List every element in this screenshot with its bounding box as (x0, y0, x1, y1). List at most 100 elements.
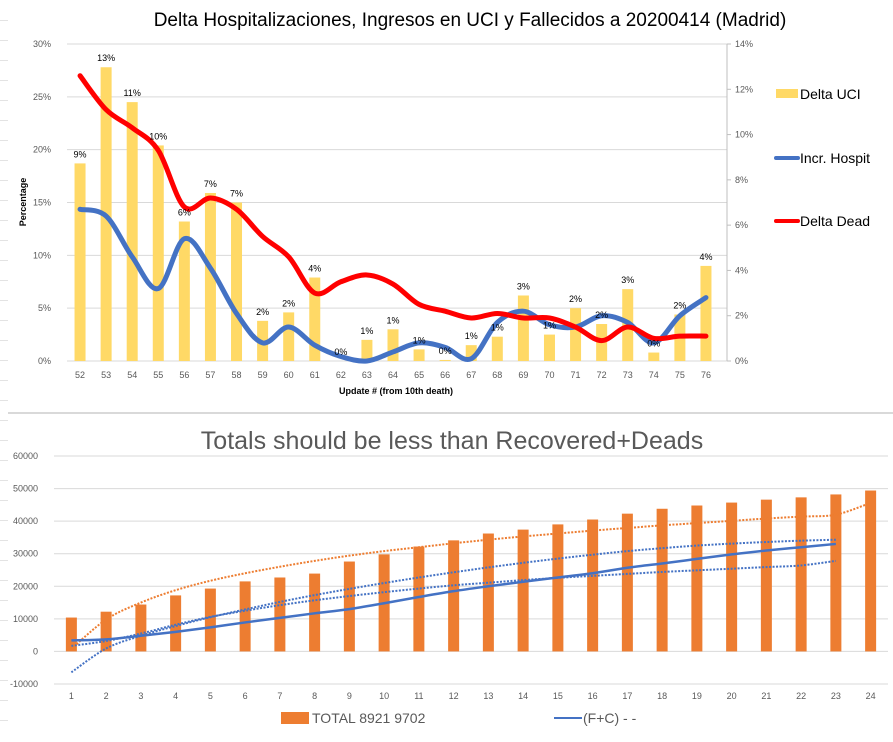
trendlines (70, 501, 871, 674)
x-tick-label: 19 (692, 691, 702, 701)
bar-delta-uci (700, 265, 712, 361)
y2-tick-label: 0% (735, 356, 748, 366)
bar-total (413, 546, 425, 652)
bottom-chart[interactable]: Totals should be less than Recovered+Dea… (8, 414, 893, 737)
legend-label: Delta UCI (800, 86, 861, 102)
x-tick-label: 73 (623, 370, 633, 380)
bar-total (482, 533, 494, 652)
bar-total (239, 581, 251, 652)
bar-delta-uci (361, 339, 373, 361)
data-label: 7% (204, 179, 217, 189)
bar-total (760, 499, 772, 652)
legend-item-delta-dead[interactable]: Delta Dead (774, 213, 870, 229)
row-divider (0, 320, 8, 321)
y-tick-label: -10000 (10, 679, 38, 689)
chart-title: Delta Hospitalizaciones, Ingresos en UCI… (154, 10, 787, 31)
data-labels: 9% 13% 11% 10% 6% 7% 7% 2% 2% 4% 0% 1% 1% 1% 0% 1% 1% 3% 1… (74, 53, 713, 357)
y-tick-label: 20000 (13, 581, 38, 591)
bar-delta-uci (152, 145, 164, 361)
bar-total (135, 604, 147, 652)
legend: Delta UCI Incr. Hospit Delta Dead (774, 86, 870, 229)
trendline-0 (70, 501, 871, 650)
y-tick-label: 60000 (13, 451, 38, 461)
row-divider (0, 680, 8, 681)
row-divider (0, 200, 8, 201)
legend-item-total[interactable]: TOTAL 8921 9702 (281, 710, 426, 726)
bar-series-total (65, 490, 877, 652)
bar-total (795, 497, 807, 652)
bar-total (65, 617, 77, 652)
x-tick-label: 22 (796, 691, 806, 701)
legend-item-f-plus-c[interactable]: (F+C) - - (554, 710, 637, 726)
top-chart[interactable]: Delta Hospitalizaciones, Ingresos en UCI… (8, 0, 893, 414)
bar-delta-uci (283, 312, 295, 361)
bar-delta-uci (439, 359, 451, 361)
row-divider (0, 60, 8, 61)
row-divider (0, 420, 8, 421)
y-tick-label: 0% (38, 356, 51, 366)
bar-total (204, 588, 216, 652)
legend-label: Delta Dead (800, 213, 870, 229)
row-divider (0, 20, 8, 21)
x-tick-label: 75 (675, 370, 685, 380)
bar-total (830, 494, 842, 652)
trendline-2 (70, 538, 836, 674)
line-f-plus-c (71, 542, 836, 642)
row-divider (0, 260, 8, 261)
x-tick-label: 60 (284, 370, 294, 380)
row-divider (0, 500, 8, 501)
bar-total (621, 513, 633, 652)
data-label: 2% (256, 307, 269, 317)
data-label: 2% (282, 298, 295, 308)
x-tick-label: 56 (179, 370, 189, 380)
row-divider (0, 700, 8, 701)
row-divider (0, 340, 8, 341)
x-tick-label: 66 (440, 370, 450, 380)
bar-delta-uci (648, 352, 660, 361)
bar-total (170, 595, 182, 652)
data-label: 13% (97, 53, 115, 63)
x-tick-label: 52 (75, 370, 85, 380)
data-label: 6% (178, 208, 191, 218)
x-tick-label: 23 (831, 691, 841, 701)
data-label: 1% (386, 315, 399, 325)
row-divider (0, 360, 8, 361)
x-tick-label: 7 (277, 691, 282, 701)
line-delta-dead (77, 73, 709, 344)
bar-total (274, 577, 286, 652)
x-tick-label: 8 (312, 691, 317, 701)
x-axis-ticks: 1 2 3 4 5 6 7 8 9 10 11 12 13 14 15 16 17 18 19 20 21 22 23 24 (69, 691, 876, 701)
y-axis-ticks: -10000 0 10000 20000 30000 40000 50000 60000 (10, 451, 38, 689)
legend-item-incr-hospit[interactable]: Incr. Hospit (774, 150, 870, 166)
bar-delta-uci (465, 345, 477, 361)
data-label: 4% (308, 264, 321, 274)
x-tick-label: 62 (336, 370, 346, 380)
bar-total (517, 529, 529, 652)
row-divider (0, 560, 8, 561)
x-tick-label: 4 (173, 691, 178, 701)
bar-delta-uci (413, 349, 425, 361)
x-tick-label: 18 (657, 691, 667, 701)
row-divider (0, 40, 8, 41)
x-tick-label: 63 (362, 370, 372, 380)
line-series (71, 542, 836, 642)
data-label: 1% (360, 326, 373, 336)
data-label: 2% (673, 301, 686, 311)
data-label: 0% (334, 347, 347, 357)
x-tick-label: 5 (208, 691, 213, 701)
row-divider (0, 80, 8, 81)
x-tick-label: 68 (492, 370, 502, 380)
row-divider (0, 640, 8, 641)
x-tick-label: 1 (69, 691, 74, 701)
data-label: 2% (595, 310, 608, 320)
y-tick-label: 5% (38, 303, 51, 313)
bar-delta-uci (543, 334, 555, 361)
bar-delta-uci (178, 221, 190, 361)
bottom-chart-svg: Totals should be less than Recovered+Dea… (10, 427, 888, 726)
row-divider (0, 660, 8, 661)
legend-item-delta-uci[interactable]: Delta UCI (776, 86, 861, 102)
row-divider (0, 240, 8, 241)
row-divider (0, 220, 8, 221)
x-tick-label: 69 (518, 370, 528, 380)
y-tick-label: 40000 (13, 516, 38, 526)
